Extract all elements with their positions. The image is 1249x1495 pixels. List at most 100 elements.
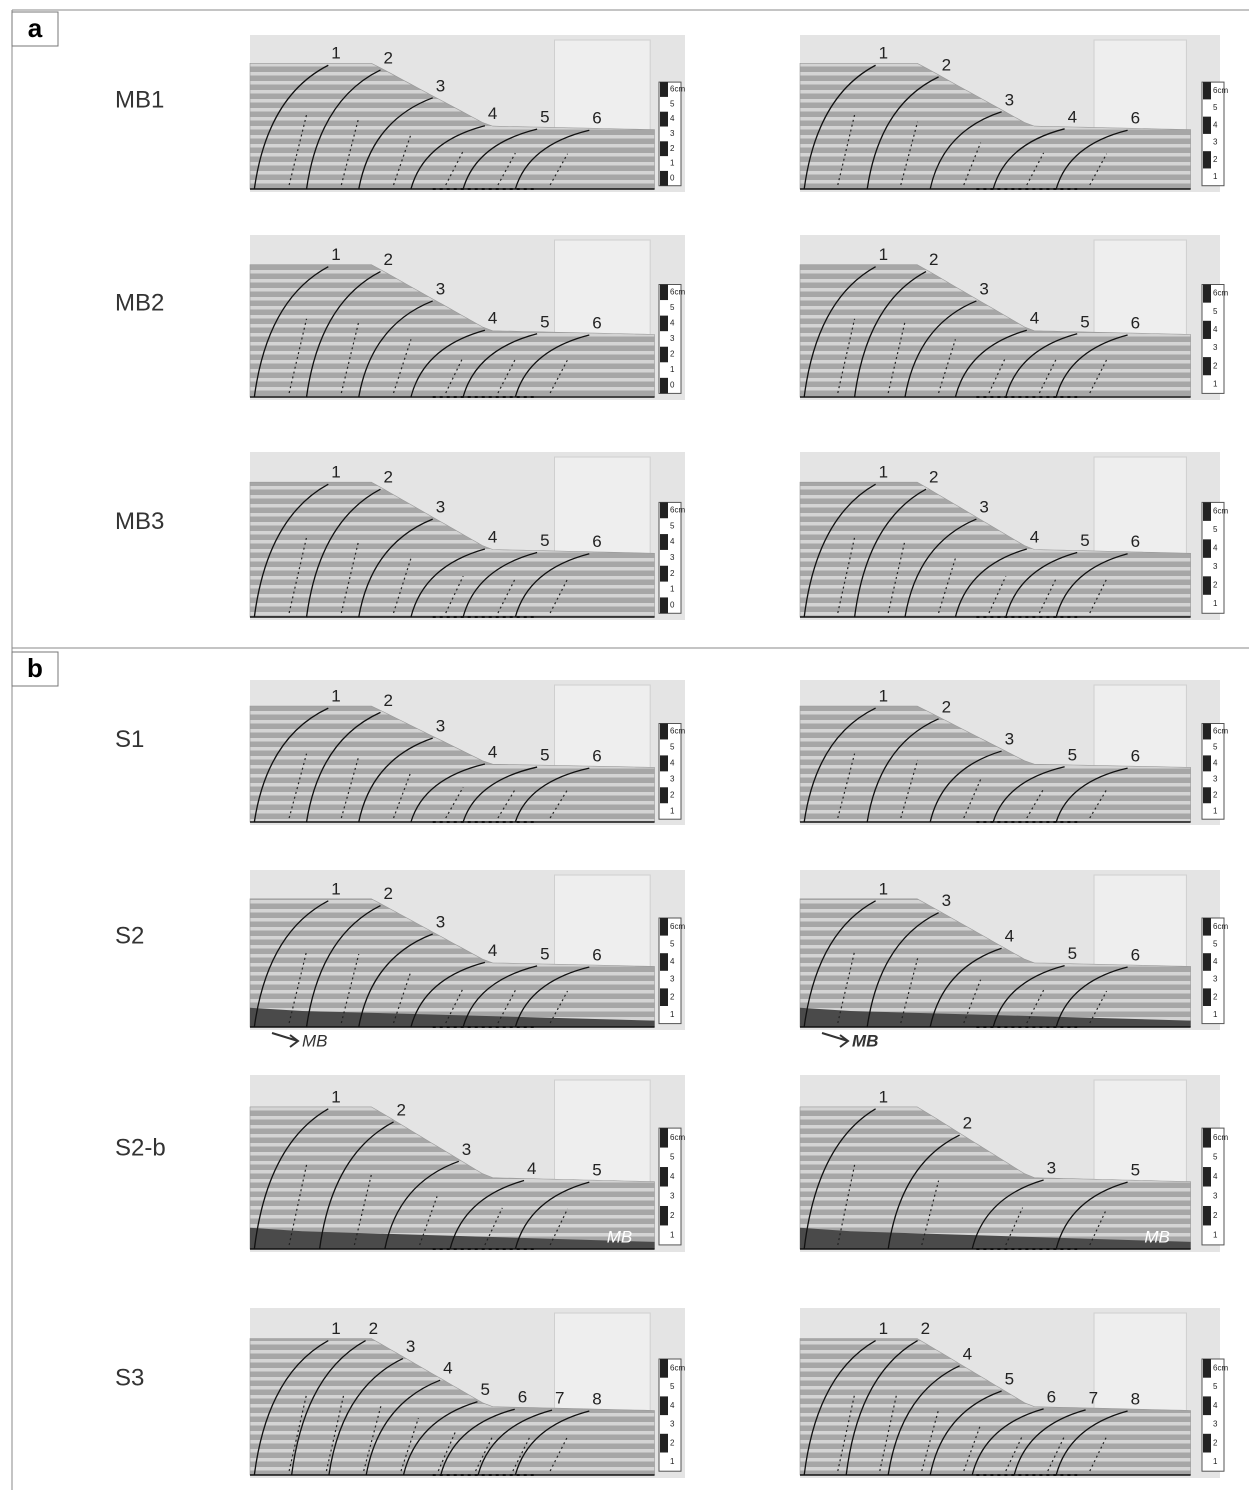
fault-number: 3 <box>979 498 988 517</box>
fault-number: 3 <box>406 1337 415 1356</box>
scale-label: 3 <box>1213 562 1218 571</box>
fault-number: 6 <box>1131 747 1140 766</box>
experiment-photo: 1234566cm54321 <box>250 680 685 825</box>
scale-block <box>1203 1434 1211 1453</box>
fault-number: 3 <box>942 891 951 910</box>
scale-label: 5 <box>670 521 675 530</box>
scale-label: 1 <box>1213 379 1218 388</box>
scale-label: 6cm <box>670 922 685 931</box>
glass-panel <box>1094 457 1186 558</box>
scale-label: 2 <box>1213 790 1218 799</box>
mb-label: MB <box>302 1031 328 1050</box>
scale-label: 3 <box>670 975 675 984</box>
scale-label: 2 <box>1213 992 1218 1001</box>
panel-label: b <box>27 653 43 683</box>
fault-number: 4 <box>963 1344 972 1363</box>
panel-label: a <box>28 13 43 43</box>
fault-number: 1 <box>331 1319 340 1338</box>
scale-block <box>660 378 668 394</box>
scale-label: 6cm <box>670 287 685 296</box>
scale-label: 4 <box>1213 544 1218 553</box>
fault-number: 2 <box>921 1319 930 1338</box>
fault-number: 6 <box>592 532 601 551</box>
experiment-photo: 12356cm54321MB <box>800 1075 1228 1252</box>
scale-label: 3 <box>1213 343 1218 352</box>
scale-label: 4 <box>670 957 675 966</box>
experiment-photo: 123466cm54321 <box>800 35 1228 192</box>
experiment-photo: 1234566cm54321MB <box>250 870 685 1050</box>
scale-block <box>660 787 668 803</box>
fault-number: 1 <box>879 687 888 706</box>
fault-number: 6 <box>592 945 601 964</box>
scale-label: 2 <box>670 790 675 799</box>
scale-label: 2 <box>670 144 675 153</box>
scale-label: 6cm <box>670 505 685 514</box>
scale-label: 2 <box>1213 581 1218 590</box>
scale-label: 2 <box>1213 1438 1218 1447</box>
mb-arrow <box>822 1033 848 1047</box>
scale-label: 5 <box>670 940 675 949</box>
fault-number: 3 <box>436 717 445 736</box>
scale-block <box>1203 724 1211 740</box>
fault-number: 4 <box>488 742 497 761</box>
fault-number: 7 <box>1089 1388 1098 1407</box>
scale-label: 2 <box>1213 361 1218 370</box>
fault-number: 8 <box>592 1389 601 1408</box>
experiment-photo: 134566cm54321MB <box>800 870 1228 1050</box>
fault-number: 3 <box>436 912 445 931</box>
scale-label: 2 <box>1213 1211 1218 1220</box>
scale-label: 1 <box>670 1010 675 1019</box>
glass-panel <box>1094 685 1186 772</box>
fault-number: 3 <box>1047 1158 1056 1177</box>
fault-number: 5 <box>540 108 549 127</box>
fault-number: 4 <box>488 527 497 546</box>
fault-number: 1 <box>331 463 340 482</box>
scale-label: 2 <box>670 350 675 359</box>
scale-block <box>660 534 668 550</box>
glass-panel <box>1094 240 1186 339</box>
fault-number: 5 <box>1068 745 1077 764</box>
row-label: MB3 <box>115 508 164 535</box>
scale-label: 1 <box>670 159 675 168</box>
scale-label: 1 <box>1213 172 1218 181</box>
fault-number: 4 <box>1005 927 1014 946</box>
scale-label: 6cm <box>670 85 685 94</box>
fault-number: 1 <box>331 245 340 264</box>
scale-label: 4 <box>670 114 675 123</box>
fault-number: 1 <box>879 1319 888 1338</box>
fault-number: 5 <box>1005 1369 1014 1388</box>
row-label: S1 <box>115 726 144 753</box>
scale-label: 4 <box>1213 1401 1218 1410</box>
fault-number: 2 <box>384 691 393 710</box>
scale-label: 3 <box>670 774 675 783</box>
scale-block <box>660 502 668 518</box>
scale-block <box>1203 787 1211 803</box>
scale-label: 6cm <box>1213 922 1228 931</box>
glass-panel <box>555 1313 651 1415</box>
fault-number: 5 <box>592 1161 601 1180</box>
fault-number: 6 <box>518 1388 527 1407</box>
scale-block <box>660 171 668 186</box>
fault-number: 4 <box>488 309 497 328</box>
scale-block <box>1203 502 1211 520</box>
fault-number: 2 <box>397 1100 406 1119</box>
scale-label: 1 <box>670 1457 675 1466</box>
scale-block <box>660 1359 668 1378</box>
fault-number: 2 <box>929 250 938 269</box>
scale-label: 6cm <box>1213 86 1228 95</box>
scale-label: 6cm <box>670 1363 685 1372</box>
scale-block <box>1203 1128 1211 1147</box>
fault-number: 4 <box>527 1159 536 1178</box>
scale-label: 5 <box>670 99 675 108</box>
experiment-photo: 12456786cm54321 <box>800 1308 1228 1478</box>
scale-block <box>660 347 668 363</box>
scale-label: 2 <box>670 1438 675 1447</box>
fault-number: 8 <box>1131 1389 1140 1408</box>
scale-block <box>660 1167 668 1186</box>
scale-label: 5 <box>1213 1382 1218 1391</box>
fault-number: 6 <box>1047 1387 1056 1406</box>
scale-block <box>1203 539 1211 557</box>
scale-label: 2 <box>670 992 675 1001</box>
fault-number: 2 <box>384 48 393 67</box>
